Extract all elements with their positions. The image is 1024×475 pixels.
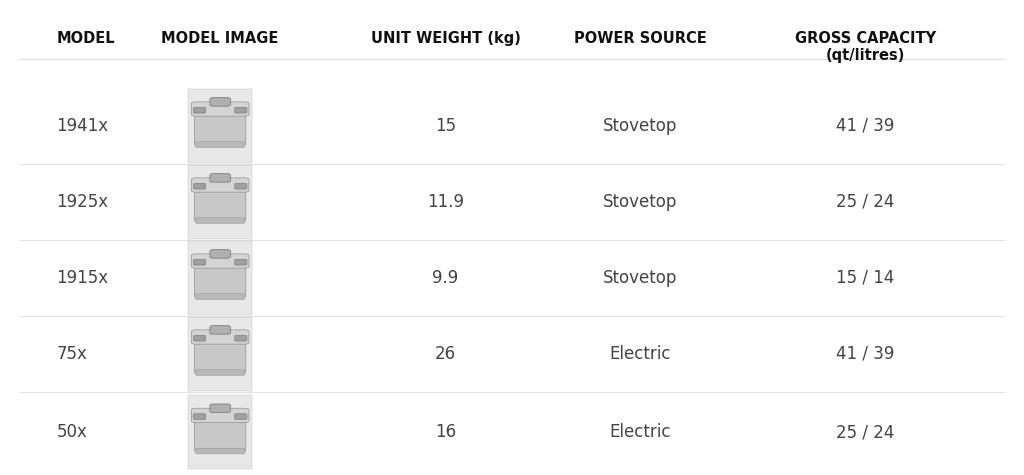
FancyBboxPatch shape xyxy=(194,107,206,113)
Text: Stovetop: Stovetop xyxy=(603,117,677,135)
FancyBboxPatch shape xyxy=(234,259,247,265)
FancyBboxPatch shape xyxy=(195,111,246,145)
FancyBboxPatch shape xyxy=(194,335,206,341)
Text: 1925x: 1925x xyxy=(56,193,109,211)
Text: 15 / 14: 15 / 14 xyxy=(836,269,895,287)
FancyBboxPatch shape xyxy=(191,254,249,268)
FancyBboxPatch shape xyxy=(210,404,230,412)
FancyBboxPatch shape xyxy=(188,165,252,239)
FancyBboxPatch shape xyxy=(194,259,206,265)
FancyBboxPatch shape xyxy=(196,218,245,224)
FancyBboxPatch shape xyxy=(234,107,247,113)
FancyBboxPatch shape xyxy=(195,263,246,297)
FancyBboxPatch shape xyxy=(195,339,246,373)
Text: 1941x: 1941x xyxy=(56,117,109,135)
Text: 41 / 39: 41 / 39 xyxy=(836,345,895,363)
FancyBboxPatch shape xyxy=(196,370,245,375)
Text: 25 / 24: 25 / 24 xyxy=(836,193,895,211)
Text: Stovetop: Stovetop xyxy=(603,269,677,287)
Text: POWER SOURCE: POWER SOURCE xyxy=(573,31,707,46)
Text: Electric: Electric xyxy=(609,423,671,441)
Text: 1915x: 1915x xyxy=(56,269,109,287)
Text: 25 / 24: 25 / 24 xyxy=(836,423,895,441)
Text: 26: 26 xyxy=(435,345,456,363)
Text: Stovetop: Stovetop xyxy=(603,193,677,211)
FancyBboxPatch shape xyxy=(210,326,230,334)
Text: MODEL: MODEL xyxy=(56,31,115,46)
FancyBboxPatch shape xyxy=(188,89,252,162)
FancyBboxPatch shape xyxy=(210,98,230,106)
FancyBboxPatch shape xyxy=(234,414,247,419)
FancyBboxPatch shape xyxy=(234,335,247,341)
FancyBboxPatch shape xyxy=(196,294,245,300)
FancyBboxPatch shape xyxy=(188,241,252,315)
FancyBboxPatch shape xyxy=(191,408,249,423)
Text: 16: 16 xyxy=(435,423,456,441)
FancyBboxPatch shape xyxy=(194,414,206,419)
FancyBboxPatch shape xyxy=(196,142,245,147)
Text: 50x: 50x xyxy=(56,423,87,441)
FancyBboxPatch shape xyxy=(188,395,252,469)
Text: 9.9: 9.9 xyxy=(432,269,459,287)
Text: 75x: 75x xyxy=(56,345,87,363)
FancyBboxPatch shape xyxy=(191,330,249,344)
FancyBboxPatch shape xyxy=(210,173,230,182)
FancyBboxPatch shape xyxy=(195,417,246,452)
Text: MODEL IMAGE: MODEL IMAGE xyxy=(162,31,279,46)
Text: 41 / 39: 41 / 39 xyxy=(836,117,895,135)
Text: GROSS CAPACITY
(qt/litres): GROSS CAPACITY (qt/litres) xyxy=(795,31,936,63)
FancyBboxPatch shape xyxy=(194,183,206,189)
Text: 15: 15 xyxy=(435,117,456,135)
FancyBboxPatch shape xyxy=(191,102,249,116)
FancyBboxPatch shape xyxy=(196,448,245,454)
Text: UNIT WEIGHT (kg): UNIT WEIGHT (kg) xyxy=(371,31,520,46)
FancyBboxPatch shape xyxy=(195,187,246,221)
Text: 11.9: 11.9 xyxy=(427,193,464,211)
FancyBboxPatch shape xyxy=(210,250,230,258)
Text: Electric: Electric xyxy=(609,345,671,363)
FancyBboxPatch shape xyxy=(188,317,252,390)
FancyBboxPatch shape xyxy=(191,178,249,192)
FancyBboxPatch shape xyxy=(234,183,247,189)
